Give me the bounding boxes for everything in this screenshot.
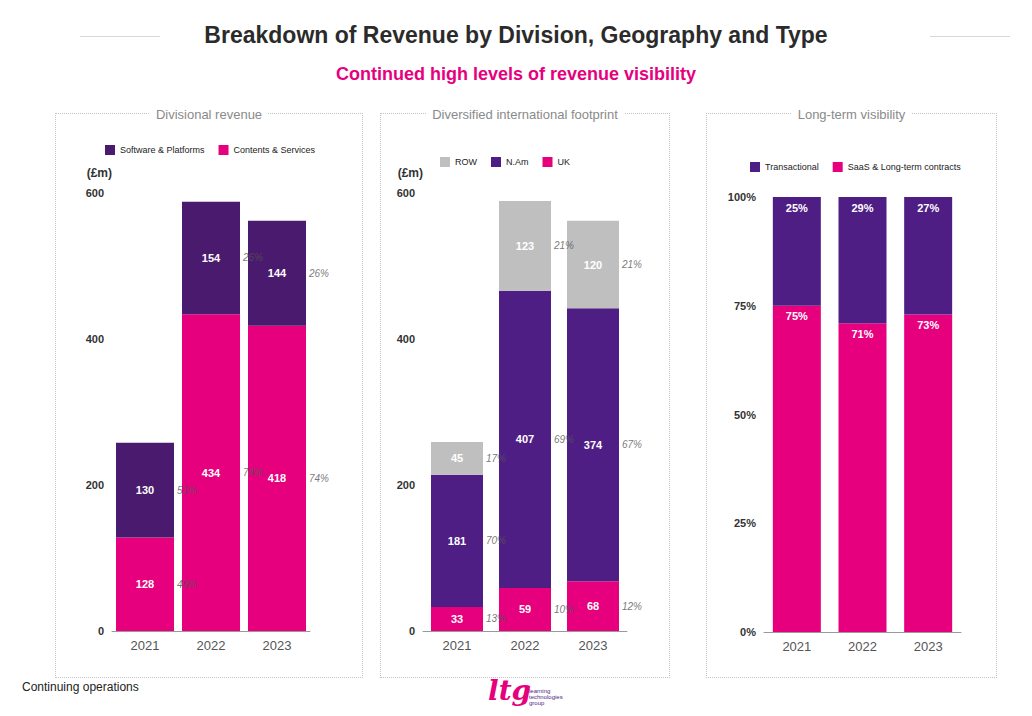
html-text:Diversified international foot: Diversified international footprint [432, 107, 618, 122]
svg-text:100%: 100% [728, 191, 756, 203]
svg-text:ROW: ROW [455, 157, 478, 167]
svg-text:10%: 10% [554, 604, 574, 615]
html-text:ltg: ltg [488, 674, 532, 707]
html-text:learning technologies group: learning technologies group [529, 688, 563, 706]
svg-text:25%: 25% [786, 202, 808, 214]
svg-text:13%: 13% [486, 613, 506, 624]
svg-text:33: 33 [451, 613, 463, 625]
svg-text:200: 200 [397, 479, 415, 491]
svg-text:68: 68 [587, 600, 599, 612]
svg-text:144: 144 [268, 267, 287, 279]
html-text:Divisional revenue: Divisional revenue [155, 107, 263, 122]
svg-text:154: 154 [202, 252, 221, 264]
svg-text:418: 418 [268, 472, 286, 484]
svg-text:2023: 2023 [263, 638, 292, 653]
svg-text:45: 45 [451, 452, 463, 464]
svg-text:51%: 51% [177, 485, 197, 496]
svg-text:N.Am: N.Am [506, 157, 529, 167]
svg-text:600: 600 [397, 187, 415, 199]
svg-text:75%: 75% [734, 300, 756, 312]
svg-text:2021: 2021 [443, 638, 472, 653]
svg-text:(£m): (£m) [87, 166, 112, 180]
svg-text:50%: 50% [734, 409, 756, 421]
svg-text:2021: 2021 [782, 639, 811, 654]
svg-text:200: 200 [86, 479, 104, 491]
svg-text:12%: 12% [622, 601, 642, 612]
svg-text:UK: UK [557, 157, 570, 167]
svg-text:(£m): (£m) [398, 166, 423, 180]
svg-text:SaaS & Long-term contracts: SaaS & Long-term contracts [848, 162, 962, 172]
svg-text:600: 600 [86, 187, 104, 199]
svg-text:2023: 2023 [914, 639, 943, 654]
svg-text:2022: 2022 [848, 639, 877, 654]
html-text:Long-term visibility: Long-term visibility [797, 107, 906, 122]
svg-text:69%: 69% [554, 434, 574, 445]
svg-text:400: 400 [397, 333, 415, 345]
svg-text:73%: 73% [917, 319, 939, 331]
svg-text:74%: 74% [309, 473, 329, 484]
html-text:Continued high levels of reven: Continued high levels of revenue visibil… [336, 64, 696, 84]
svg-text:67%: 67% [622, 439, 642, 450]
svg-text:123: 123 [516, 240, 534, 252]
svg-text:128: 128 [136, 578, 154, 590]
svg-text:49%: 49% [177, 579, 197, 590]
svg-text:70%: 70% [486, 535, 506, 546]
svg-text:2022: 2022 [197, 638, 226, 653]
svg-text:74%: 74% [243, 467, 263, 478]
svg-text:17%: 17% [486, 453, 506, 464]
svg-text:2023: 2023 [579, 638, 608, 653]
svg-text:26%: 26% [242, 252, 263, 263]
svg-text:407: 407 [516, 433, 534, 445]
html-text:Breakdown of Revenue by Divisi: Breakdown of Revenue by Division, Geogra… [204, 22, 828, 48]
svg-text:Software & Platforms: Software & Platforms [120, 145, 205, 155]
svg-text:120: 120 [584, 259, 602, 271]
svg-text:0: 0 [98, 625, 104, 637]
svg-text:130: 130 [136, 484, 154, 496]
svg-text:75%: 75% [786, 310, 808, 322]
svg-text:21%: 21% [553, 240, 574, 251]
svg-text:71%: 71% [851, 328, 873, 340]
svg-text:Transactional: Transactional [765, 162, 819, 172]
svg-text:25%: 25% [734, 517, 756, 529]
svg-text:181: 181 [448, 535, 466, 547]
svg-text:21%: 21% [621, 259, 642, 270]
svg-text:26%: 26% [308, 268, 329, 279]
svg-text:29%: 29% [851, 202, 873, 214]
svg-text:27%: 27% [917, 202, 939, 214]
svg-text:374: 374 [584, 439, 603, 451]
svg-text:59: 59 [519, 603, 531, 615]
svg-text:0%: 0% [740, 626, 756, 638]
html-text:Continuing operations: Continuing operations [22, 680, 139, 694]
svg-text:400: 400 [86, 333, 104, 345]
svg-text:434: 434 [202, 467, 221, 479]
svg-text:2022: 2022 [511, 638, 540, 653]
svg-text:0: 0 [409, 625, 415, 637]
svg-text:2021: 2021 [131, 638, 160, 653]
svg-text:Contents & Services: Contents & Services [234, 145, 316, 155]
